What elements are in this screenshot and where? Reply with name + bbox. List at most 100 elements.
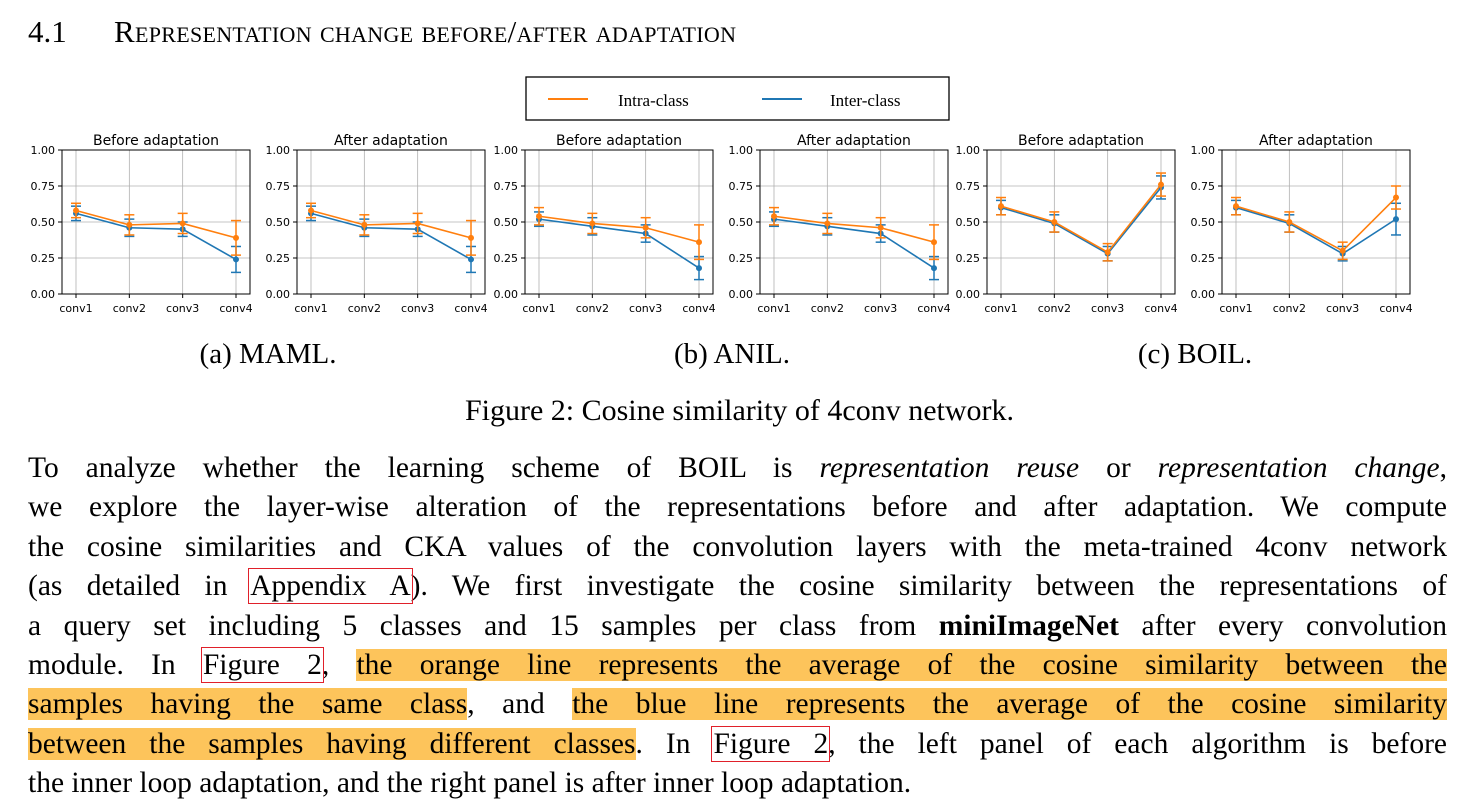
x-tick-label: conv3 — [864, 302, 897, 315]
data-point — [1393, 194, 1399, 201]
text-run: ). We first investigate the cosine simil… — [410, 570, 1447, 603]
y-tick-label: 0.50 — [266, 216, 291, 229]
data-point — [414, 220, 421, 227]
panel-title: Before adaptation — [93, 133, 219, 149]
x-tick-label: conv3 — [166, 302, 199, 315]
section-heading: 4.1 Representation change before/after ad… — [28, 14, 736, 50]
text-run: (as detailed in — [28, 570, 251, 603]
series-intra-class — [534, 206, 704, 261]
data-point — [233, 234, 239, 241]
x-tick-label: conv1 — [757, 302, 790, 315]
series-line — [773, 218, 935, 269]
appendix-a-link[interactable]: Appendix A — [248, 568, 413, 605]
y-tick-label: 0.75 — [1191, 180, 1216, 193]
series-line — [75, 209, 237, 239]
series-line — [310, 209, 472, 239]
subcaption-maml: (a) MAML. — [199, 338, 337, 370]
series-line — [310, 212, 472, 261]
section-title: Representation change before/after adapt… — [114, 14, 737, 49]
text-run: , — [1439, 452, 1447, 484]
series-line — [773, 215, 935, 243]
figure-2-link[interactable]: Figure 2 — [711, 725, 831, 762]
y-tick-label: 0.75 — [494, 180, 519, 193]
x-tick-label: conv4 — [1379, 302, 1412, 315]
y-tick-label: 0.50 — [956, 216, 981, 229]
y-tick-label: 0.00 — [729, 288, 754, 301]
series-line — [1000, 186, 1162, 255]
y-tick-label: 0.00 — [956, 288, 981, 301]
paragraph-line-8: between the samples having different cla… — [28, 725, 1447, 764]
dataset-name: miniImageNet — [938, 609, 1119, 642]
x-tick-label: conv1 — [1219, 302, 1252, 315]
data-point — [468, 256, 474, 263]
y-tick-label: 0.75 — [956, 180, 981, 193]
x-tick-label: conv2 — [1038, 302, 1071, 315]
y-tick-label: 0.25 — [729, 252, 754, 265]
data-point — [1051, 219, 1058, 225]
data-point — [1286, 219, 1293, 225]
text-run: a query set including 5 classes and 15 s… — [28, 609, 939, 642]
series-line — [1235, 196, 1397, 252]
y-tick-label: 0.50 — [729, 216, 754, 229]
y-tick-label: 0.00 — [266, 288, 291, 301]
paragraph-line-5: a query set including 5 classes and 15 s… — [28, 607, 1447, 646]
y-tick-label: 0.50 — [31, 216, 56, 229]
highlight-blue-line: the blue line represents the average of … — [572, 688, 1447, 721]
series-line — [1235, 206, 1397, 255]
series-line — [1000, 184, 1162, 254]
text-run: after every convolution — [1118, 609, 1447, 642]
y-tick-label: 1.00 — [1191, 144, 1216, 157]
legend: Intra-class Inter-class — [525, 76, 950, 121]
y-tick-label: 0.75 — [266, 180, 291, 193]
chart-panel: 0.00 0.25 0.50 0.75 1.00 conv1 conv2 conv3 conv4… — [31, 133, 253, 315]
text-run: , — [321, 649, 357, 682]
text-run: , the left panel of each algorithm is be… — [828, 727, 1447, 760]
data-point — [998, 203, 1004, 210]
text-run: or — [1079, 452, 1158, 484]
data-point — [696, 265, 702, 272]
figure-2-charts: Intra-class Inter-class 0.00 0.25 0.50 0.75… — [31, 76, 1413, 315]
legend-inter-label: Inter-class — [830, 91, 900, 110]
data-point — [931, 239, 937, 246]
x-tick-label: conv4 — [454, 302, 487, 315]
y-tick-label: 0.25 — [956, 252, 981, 265]
panel-title: After adaptation — [797, 133, 911, 149]
highlight-orange-line: the orange line represents the average o… — [356, 649, 1447, 682]
data-point — [361, 221, 368, 228]
paragraph-line-3: the cosine similarities and CKA values o… — [28, 530, 1447, 563]
y-tick-label: 0.75 — [729, 180, 754, 193]
highlight-different-classes: between the samples having different cla… — [28, 727, 636, 760]
plot-frame — [61, 149, 251, 295]
y-tick-label: 1.00 — [31, 144, 56, 157]
series-line — [538, 215, 700, 243]
data-point — [233, 256, 239, 263]
x-tick-label: conv3 — [1091, 302, 1124, 315]
plot-frame — [1221, 149, 1411, 295]
data-point — [696, 239, 702, 246]
x-tick-label: conv1 — [522, 302, 555, 315]
data-point — [877, 224, 884, 231]
data-point — [1158, 181, 1164, 188]
y-tick-label: 0.00 — [1191, 288, 1216, 301]
y-tick-label: 1.00 — [956, 144, 981, 157]
panel-title: Before adaptation — [1018, 133, 1144, 149]
paragraph-line-2: we explore the layer-wise alteration of … — [28, 491, 1447, 524]
figure-2: Intra-class Inter-class 0.00 0.25 0.50 0.75… — [0, 70, 1479, 325]
y-tick-label: 0.75 — [31, 180, 56, 193]
x-tick-label: conv3 — [629, 302, 662, 315]
x-tick-label: conv1 — [294, 302, 327, 315]
figure-2-link[interactable]: Figure 2 — [200, 647, 324, 684]
y-tick-label: 0.00 — [31, 288, 56, 301]
data-point — [1393, 216, 1399, 223]
data-point — [73, 207, 79, 214]
legend-box — [525, 76, 950, 121]
text-run: module. In — [28, 649, 203, 682]
panel-title: After adaptation — [1259, 133, 1373, 149]
data-point — [468, 234, 474, 241]
subcaption-boil: (c) BOIL. — [1137, 338, 1253, 370]
chart-panel: 0.00 0.25 0.50 0.75 1.00 conv1 conv2 conv3 conv4… — [1191, 133, 1413, 315]
data-point — [642, 224, 649, 231]
panel-title: After adaptation — [334, 133, 448, 149]
data-point — [1339, 247, 1346, 254]
text-run: , and — [467, 688, 573, 721]
